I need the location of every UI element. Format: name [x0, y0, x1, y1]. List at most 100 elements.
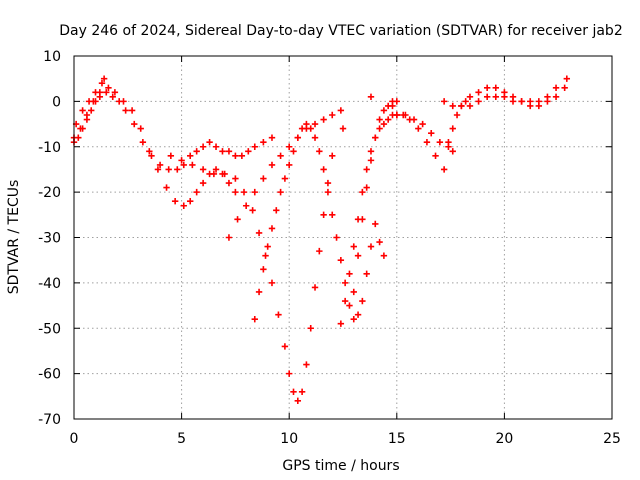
data-point	[96, 89, 104, 96]
data-point	[423, 139, 431, 146]
data-point	[111, 89, 119, 96]
x-tick-label: 0	[70, 431, 79, 447]
data-point	[85, 98, 93, 105]
data-point	[100, 75, 108, 82]
data-point	[518, 98, 525, 105]
data-point	[376, 125, 383, 132]
data-point	[509, 93, 517, 101]
data-point	[167, 152, 175, 160]
data-point	[79, 125, 86, 132]
data-point	[232, 152, 239, 160]
chart-title: Day 246 of 2024, Sidereal Day-to-day VTE…	[59, 23, 622, 39]
data-point	[146, 148, 153, 155]
data-point	[475, 89, 482, 96]
data-point	[290, 388, 297, 395]
data-point	[350, 288, 357, 296]
x-tick-label: 10	[280, 431, 298, 447]
data-point	[462, 98, 469, 105]
data-point	[286, 143, 293, 150]
data-point	[128, 107, 136, 114]
data-point	[210, 170, 218, 178]
y-tick-label: 10	[43, 49, 61, 65]
data-point	[79, 107, 86, 114]
data-point	[445, 139, 452, 146]
data-point	[187, 198, 194, 205]
data-point	[453, 111, 461, 119]
y-tick-label: -30	[38, 231, 61, 247]
data-point	[268, 225, 276, 232]
data-point	[563, 75, 571, 82]
data-point	[180, 161, 187, 169]
data-point	[324, 188, 332, 196]
data-point	[225, 179, 233, 187]
tick-labels: 0 5 10 15 20 25 10 0 -10 -20 -30 -40 -50 -60 -70	[38, 49, 621, 447]
data-point	[359, 297, 366, 305]
data-point	[275, 311, 282, 318]
data-point	[225, 148, 233, 155]
data-point	[350, 243, 357, 250]
data-point	[75, 134, 82, 141]
series-arc-5	[251, 120, 388, 323]
data-point	[109, 93, 116, 101]
data-point	[255, 229, 263, 237]
data-point	[320, 116, 327, 123]
data-point	[154, 166, 162, 173]
data-point	[234, 216, 241, 223]
data-point	[341, 297, 349, 305]
data-point	[311, 284, 319, 291]
data-point	[311, 120, 319, 128]
data-point	[376, 238, 383, 246]
data-point	[268, 161, 276, 169]
data-point	[180, 202, 187, 209]
data-point	[501, 89, 508, 96]
data-point	[432, 152, 439, 160]
data-point	[410, 116, 418, 123]
data-point	[483, 93, 491, 101]
data-point	[286, 370, 293, 377]
data-point	[393, 111, 400, 119]
data-point	[268, 279, 276, 287]
data-point	[527, 98, 534, 105]
data-point	[535, 98, 543, 105]
data-point	[165, 166, 172, 173]
x-tick-label: 5	[177, 431, 186, 447]
data-point	[212, 143, 220, 150]
data-point	[294, 134, 302, 141]
data-point	[260, 175, 267, 182]
data-point	[346, 270, 353, 277]
data-point	[174, 166, 181, 173]
data-point	[320, 166, 327, 173]
data-point	[199, 143, 207, 150]
data-point	[238, 152, 246, 160]
data-point	[372, 134, 379, 141]
data-point	[281, 175, 289, 182]
data-point	[199, 179, 207, 187]
data-point	[260, 266, 267, 273]
series-arc-9	[393, 111, 456, 155]
data-point	[333, 234, 340, 241]
data-point	[105, 84, 112, 91]
data-point	[286, 161, 293, 169]
data-point	[199, 166, 207, 173]
data-point	[483, 84, 491, 91]
data-point	[415, 125, 422, 132]
x-tick-label: 20	[495, 431, 513, 447]
data-point	[88, 107, 95, 114]
data-point	[156, 161, 164, 169]
data-point	[544, 93, 551, 101]
data-points	[70, 75, 571, 405]
data-point	[384, 116, 392, 123]
data-point	[277, 152, 284, 160]
data-point	[492, 93, 499, 101]
data-point	[419, 120, 426, 128]
data-point	[363, 184, 370, 191]
data-point	[255, 288, 263, 296]
data-point	[363, 270, 370, 277]
data-point	[367, 157, 375, 164]
data-point	[219, 148, 226, 155]
data-point	[466, 93, 474, 101]
data-point	[350, 315, 357, 323]
data-point	[303, 125, 310, 132]
data-point	[316, 247, 323, 255]
